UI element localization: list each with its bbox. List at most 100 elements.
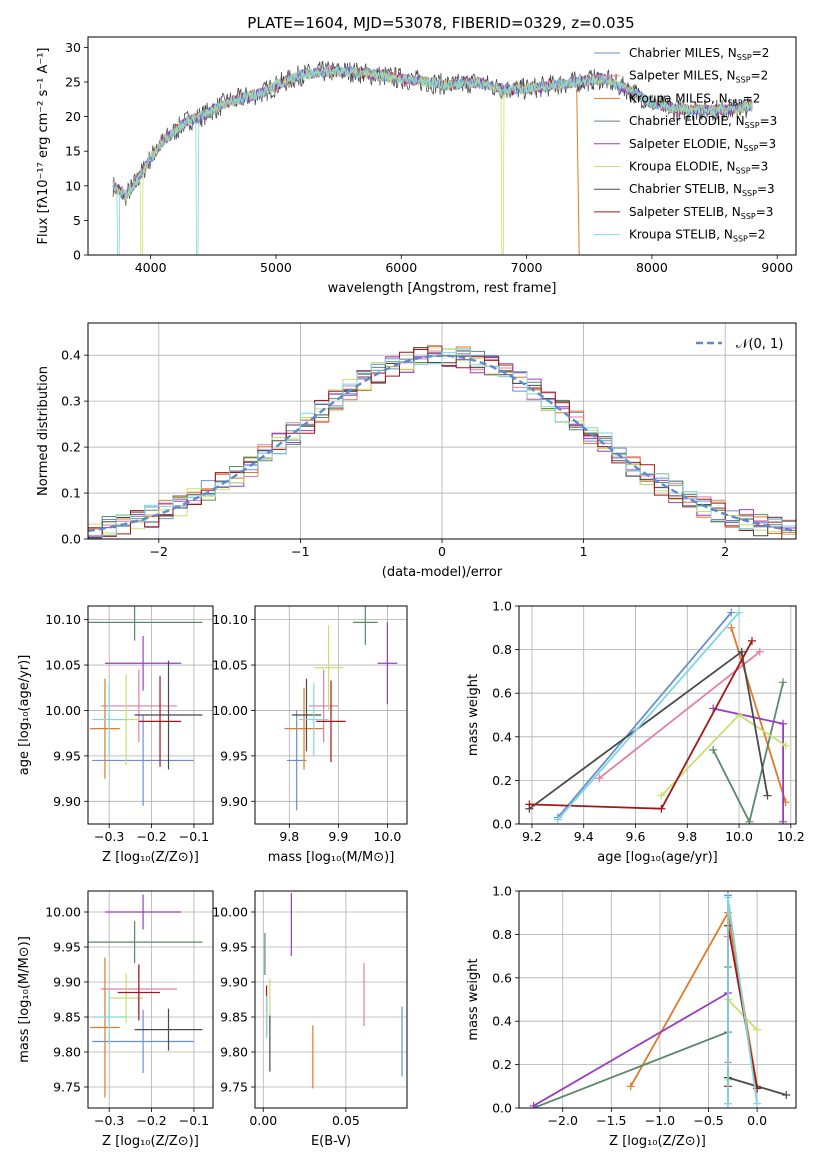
y-tick-label: 10.05 xyxy=(45,658,81,673)
y-tick-label: 10.05 xyxy=(212,658,248,673)
y-tick-label: 9.95 xyxy=(53,748,81,763)
y-tick-label: 0.2 xyxy=(61,440,81,455)
y-tick-label: 9.80 xyxy=(53,1045,81,1060)
y-tick-label: 0.8 xyxy=(492,642,512,657)
series-point xyxy=(779,817,788,824)
gaussian-curve xyxy=(88,354,796,533)
spectrum-line-8 xyxy=(112,66,753,255)
x-tick-label: 2 xyxy=(721,544,729,559)
histogram-8 xyxy=(88,348,796,539)
series-point xyxy=(782,1090,791,1099)
x-axis-label: Z [log₁₀(Z/Z⊙)] xyxy=(102,1134,199,1149)
legend-label: Kroupa ELODIE, NSSP=3 xyxy=(629,160,768,176)
figure-title: PLATE=1604, MJD=53078, FIBERID=0329, z=0… xyxy=(247,14,634,32)
x-tick-label: −1.0 xyxy=(645,1113,675,1128)
x-tick-label: 0.00 xyxy=(249,1113,277,1128)
x-tick-label: −0.3 xyxy=(94,1113,124,1128)
x-tick-label: −1.5 xyxy=(596,1113,626,1128)
y-tick-label: 9.90 xyxy=(53,794,81,809)
plot-area xyxy=(525,608,790,824)
x-tick-label: 9.8 xyxy=(279,829,299,844)
y-axis-label: mass weight xyxy=(466,674,481,756)
panel-age-vs-mass: 9.8 9.9 10.0 9.90 9.95 10.00 10.05 10.10 mass [l… xyxy=(212,605,408,865)
y-tick-label: 10.10 xyxy=(212,612,248,627)
y-tick-label: 10.10 xyxy=(45,612,81,627)
series-point xyxy=(595,774,604,783)
series-point xyxy=(525,800,534,809)
x-tick-label: −0.2 xyxy=(136,1113,166,1128)
x-axis-label: E(B-V) xyxy=(311,1134,351,1149)
y-tick-label: 9.95 xyxy=(53,940,81,955)
legend-label: Salpeter ELODIE, NSSP=3 xyxy=(629,137,776,153)
axes-frame xyxy=(87,36,797,256)
axes-frame xyxy=(518,605,797,825)
y-tick-label: 9.90 xyxy=(220,975,248,990)
y-tick-label: 9.95 xyxy=(220,748,248,763)
legend-label: Salpeter STELIB, NSSP=3 xyxy=(629,205,773,221)
series-point xyxy=(763,791,772,800)
y-axis-label: mass weight xyxy=(466,958,481,1040)
legend-label: Chabrier STELIB, NSSP=3 xyxy=(629,182,775,198)
y-tick-label: 0.2 xyxy=(492,1057,512,1072)
legend-label: Salpeter MILES, NSSP=2 xyxy=(629,69,768,85)
series-line xyxy=(660,713,787,797)
y-tick-label: 10.00 xyxy=(212,703,248,718)
x-tick-label: −0.1 xyxy=(179,829,209,844)
y-axis-label: mass [log₁₀(M/M⊙)] xyxy=(17,936,32,1063)
y-tick-label: 20 xyxy=(65,109,81,124)
series-line xyxy=(730,627,787,803)
spectrum-drop xyxy=(576,88,580,255)
x-tick-label: 9.4 xyxy=(574,829,594,844)
series-point xyxy=(755,647,764,656)
series-point xyxy=(727,608,736,617)
y-axis-label: Normed distribution xyxy=(36,366,51,496)
x-tick-label: 5000 xyxy=(260,260,292,275)
panel-spectrum: 4000 5000 6000 7000 8000 9000 0 5 10 15 20 25 30 wave… xyxy=(36,36,797,296)
axes-frame xyxy=(254,890,408,1109)
series-point xyxy=(553,815,562,824)
axes-frame xyxy=(518,890,797,1109)
panel-massweight-vs-age: 9.2 9.4 9.6 9.8 10.0 10.2 0.0 0.2 0.4 0.6 0.8 1.0 ag… xyxy=(466,599,805,866)
series-point xyxy=(747,636,756,645)
series-point xyxy=(529,1101,538,1108)
y-tick-label: 0.0 xyxy=(492,817,512,832)
y-tick-label: 9.85 xyxy=(220,1010,248,1025)
axes-frame xyxy=(87,605,214,825)
series-point xyxy=(657,804,666,813)
plot-area xyxy=(529,891,791,1108)
x-tick-label: 9.8 xyxy=(677,829,697,844)
series-point xyxy=(779,678,788,687)
legend: 𝒩(0, 1) xyxy=(696,337,783,352)
series-point xyxy=(735,711,744,719)
y-tick-label: 0.0 xyxy=(61,532,81,547)
series-point xyxy=(753,1099,762,1108)
x-tick-label: 0 xyxy=(438,544,446,559)
x-tick-label: 10.0 xyxy=(373,829,401,844)
panel-massweight-vs-Z: −2.0 −1.5 −1.0 −0.5 0.0 0.0 0.2 0.4 0.6 0.8 1.0 Z [… xyxy=(466,884,797,1149)
y-tick-label: 1.0 xyxy=(492,884,512,899)
series-line xyxy=(533,992,729,1107)
y-tick-label: 0.4 xyxy=(492,729,512,744)
plot-area xyxy=(88,345,796,539)
panel-residuals: −2 −1 0 1 2 0.0 0.1 0.2 0.3 0.4 (data-model)/error… xyxy=(36,322,797,580)
y-tick-label: 10.00 xyxy=(212,905,248,920)
x-tick-label: 0.05 xyxy=(332,1113,360,1128)
x-axis-label: (data-model)/error xyxy=(382,565,503,580)
series-point xyxy=(709,745,718,754)
legend-label: 𝒩(0, 1) xyxy=(736,337,783,352)
x-tick-label: 9000 xyxy=(761,260,793,275)
y-tick-label: 0.8 xyxy=(492,927,512,942)
legend: Chabrier MILES, NSSP=2 Salpeter MILES, NS… xyxy=(594,46,777,244)
y-tick-label: 9.75 xyxy=(220,1080,248,1095)
series-point xyxy=(723,1099,732,1108)
x-tick-label: −2.0 xyxy=(548,1113,578,1128)
y-tick-label: 0.0 xyxy=(492,1101,512,1116)
series-point xyxy=(657,791,666,800)
y-tick-label: 10.00 xyxy=(45,905,81,920)
x-tick-label: −0.2 xyxy=(136,829,166,844)
spectrum-line-6 xyxy=(112,60,753,206)
x-axis-label: Z [log₁₀(Z/Z⊙)] xyxy=(609,1134,706,1149)
x-tick-label: 8000 xyxy=(636,260,668,275)
plot-area xyxy=(88,606,203,806)
